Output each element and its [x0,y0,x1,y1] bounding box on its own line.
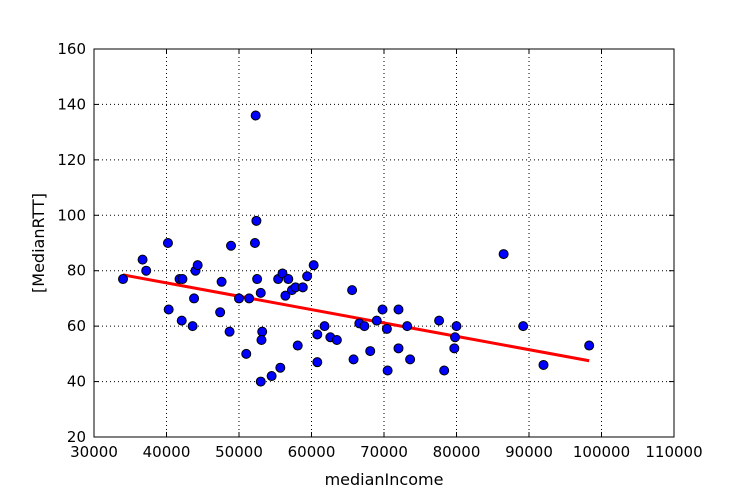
data-point [137,254,148,265]
x-tick-labels: 30000 40000 50000 60000 70000 80000 90000 10000… [70,443,702,461]
regression-line [122,273,590,363]
x-tick-label: 70000 [360,443,408,461]
y-axis-label: [MedianRTT] [29,193,48,293]
x-tick-label: 60000 [288,443,336,461]
x-tick-label: 50000 [215,443,263,461]
data-point [584,340,595,351]
data-point [234,293,244,304]
data-point [252,274,263,285]
data-point [365,346,376,357]
data-point [280,290,291,301]
plot-frame [93,48,675,438]
data-point [224,326,235,337]
x-tick-label: 80000 [433,443,481,461]
data-point [251,215,262,226]
data-point [405,354,416,365]
data-point [141,265,152,276]
data-point [518,321,529,332]
data-point [371,315,382,326]
data-point [359,321,370,332]
data-point [449,343,460,354]
data-point [118,274,128,285]
axis-ticks [93,48,675,438]
data-point [177,274,188,285]
data-point [226,240,237,251]
data-points [118,110,595,387]
data-point [319,321,330,332]
data-point [256,335,267,345]
data-point [347,285,358,296]
data-point [312,329,323,340]
data-point [292,340,303,351]
y-tick-label: 120 [57,151,86,169]
data-point [377,304,388,315]
data-point [255,376,266,387]
data-point [331,335,342,345]
data-point [241,348,252,359]
regression-line-group [122,273,590,363]
y-tick-label: 40 [67,373,86,391]
data-point [266,371,277,382]
y-tick-label: 140 [57,95,86,113]
data-point [348,354,359,365]
data-point [255,287,266,298]
data-point [215,307,226,318]
data-point [162,238,173,248]
x-tick-label: 40000 [143,443,191,461]
data-point [250,110,261,121]
x-axis-label: medianIncome [325,470,444,489]
data-point [382,365,393,376]
data-point [381,323,392,334]
data-point [283,274,294,285]
data-point [450,332,461,343]
data-point [249,238,260,248]
y-tick-label: 80 [67,262,86,280]
x-tick-label: 90000 [505,443,553,461]
data-point [308,260,319,271]
data-point [434,315,445,326]
data-point [451,321,462,332]
x-tick-label: 110000 [645,443,702,461]
data-point [302,271,313,282]
data-point [538,359,549,370]
data-point [402,321,413,332]
data-point [216,276,227,287]
x-tick-label: 100000 [573,443,630,461]
data-point [312,357,323,368]
y-tick-label: 100 [57,206,86,224]
data-point [244,293,255,304]
data-point [393,304,404,315]
data-point [257,326,268,337]
data-point [189,293,200,304]
y-tick-label: 20 [67,428,86,446]
data-point [439,365,450,376]
data-point [498,249,509,260]
x-tick-label: 30000 [70,443,118,461]
data-point [297,282,308,293]
y-tick-label: 60 [67,317,86,335]
data-point [176,315,187,326]
data-point [163,304,174,315]
grid-lines [94,49,674,437]
data-point [192,260,203,271]
data-point [393,343,404,354]
data-point [275,362,286,373]
y-tick-label: 160 [57,40,86,58]
y-tick-labels: 20 40 60 80 100 120 140 160 [57,40,86,446]
data-point [187,321,198,332]
